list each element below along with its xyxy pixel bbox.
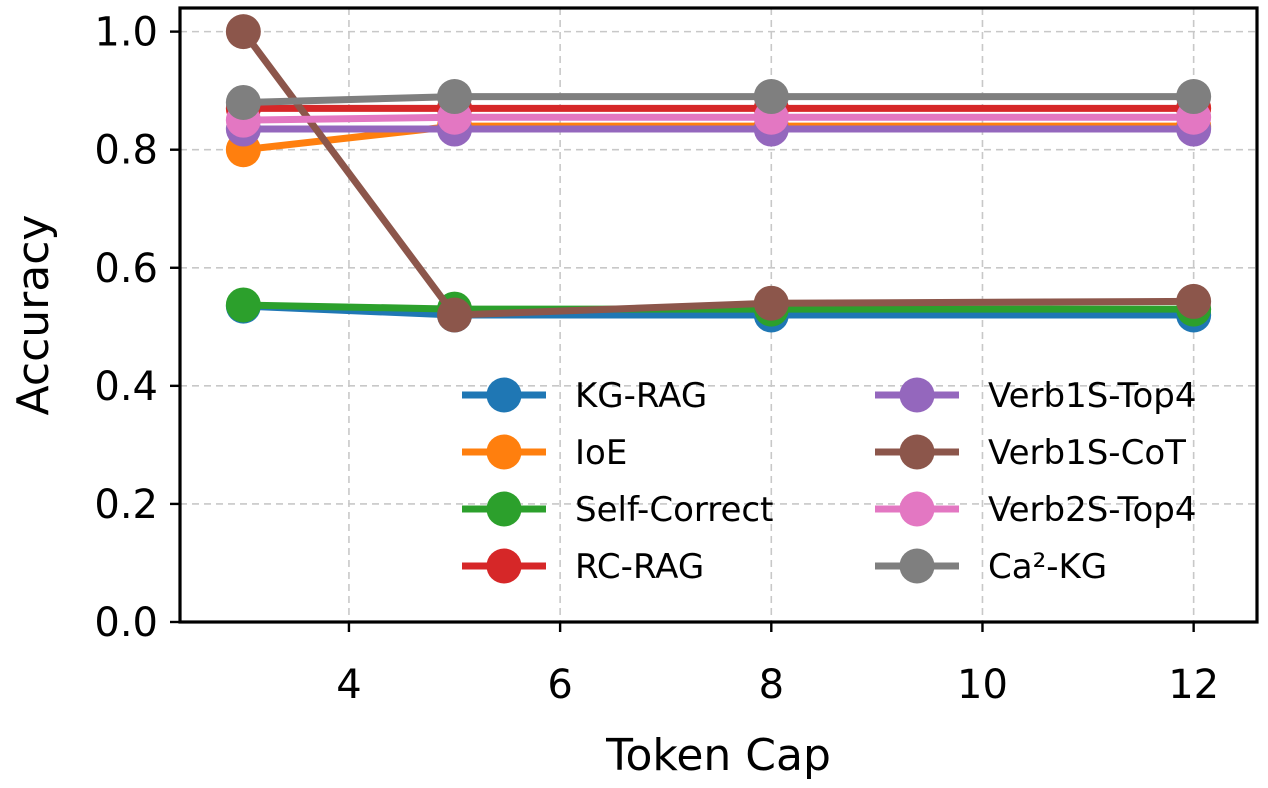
x-tick-label: 10	[957, 662, 1008, 708]
x-tick-label: 6	[547, 662, 572, 708]
y-tick-label: 0.0	[94, 600, 158, 646]
legend-entry: Verb1S-Top4	[875, 376, 1196, 416]
y-tick-label: 0.2	[94, 482, 158, 528]
data-point	[225, 287, 261, 323]
data-point	[437, 79, 473, 115]
legend-marker	[899, 434, 935, 470]
series-layer	[225, 14, 1212, 333]
legend-marker	[486, 548, 522, 584]
legend-label: Verb1S-Top4	[988, 376, 1196, 416]
legend-label: RC-RAG	[575, 547, 704, 587]
plot-frame	[178, 6, 1259, 624]
legend-entry: Verb2S-Top4	[875, 490, 1196, 530]
y-axis-label: Accuracy	[8, 215, 59, 416]
y-tick-label: 0.6	[94, 246, 158, 292]
axis-ticks: 4 6 8 10 12 0.0 0.2 0.4 0.6 0.8 1.0	[94, 10, 1219, 708]
y-tick-label: 0.8	[94, 128, 158, 174]
legend-label: Ca²-KG	[988, 547, 1107, 587]
series-ca-kg	[225, 79, 1212, 120]
legend-label: Verb1S-CoT	[988, 433, 1186, 473]
data-point	[1176, 79, 1212, 115]
data-point	[225, 84, 261, 120]
legend-entry: Self-Correct	[462, 490, 773, 530]
legend-marker	[899, 491, 935, 527]
data-point	[1176, 283, 1212, 319]
data-point	[437, 297, 473, 333]
x-tick-label: 4	[336, 662, 361, 708]
series-verb1s-cot	[225, 14, 1212, 333]
legend-marker	[899, 548, 935, 584]
legend-marker	[899, 377, 935, 413]
x-tick-label: 12	[1168, 662, 1219, 708]
legend-entry: KG-RAG	[462, 376, 707, 416]
data-point	[225, 14, 261, 50]
legend-entry: RC-RAG	[462, 547, 704, 587]
legend-marker	[486, 491, 522, 527]
data-point	[753, 79, 789, 115]
legend-label: KG-RAG	[575, 376, 707, 416]
legend-marker	[486, 434, 522, 470]
legend-label: IoE	[575, 433, 627, 473]
series-line	[239, 28, 1198, 319]
series-line	[239, 113, 1198, 124]
legend-entry: IoE	[462, 433, 627, 473]
legend-entry: Verb1S-CoT	[875, 433, 1186, 473]
x-tick-label: 8	[759, 662, 784, 708]
legend-label: Verb2S-Top4	[988, 490, 1196, 530]
legend-label: Self-Correct	[575, 490, 773, 530]
legend-entry: Ca²-KG	[875, 547, 1107, 587]
series-line	[239, 93, 1198, 106]
y-tick-label: 0.4	[94, 364, 158, 410]
legend: KG-RAG IoE Self-Correct RC-RAG Verb1S-Top4 Ve…	[462, 376, 1196, 587]
legend-marker	[486, 377, 522, 413]
data-point	[753, 285, 789, 321]
y-tick-label: 1.0	[94, 10, 158, 56]
x-axis-label: Token Cap	[605, 730, 831, 781]
